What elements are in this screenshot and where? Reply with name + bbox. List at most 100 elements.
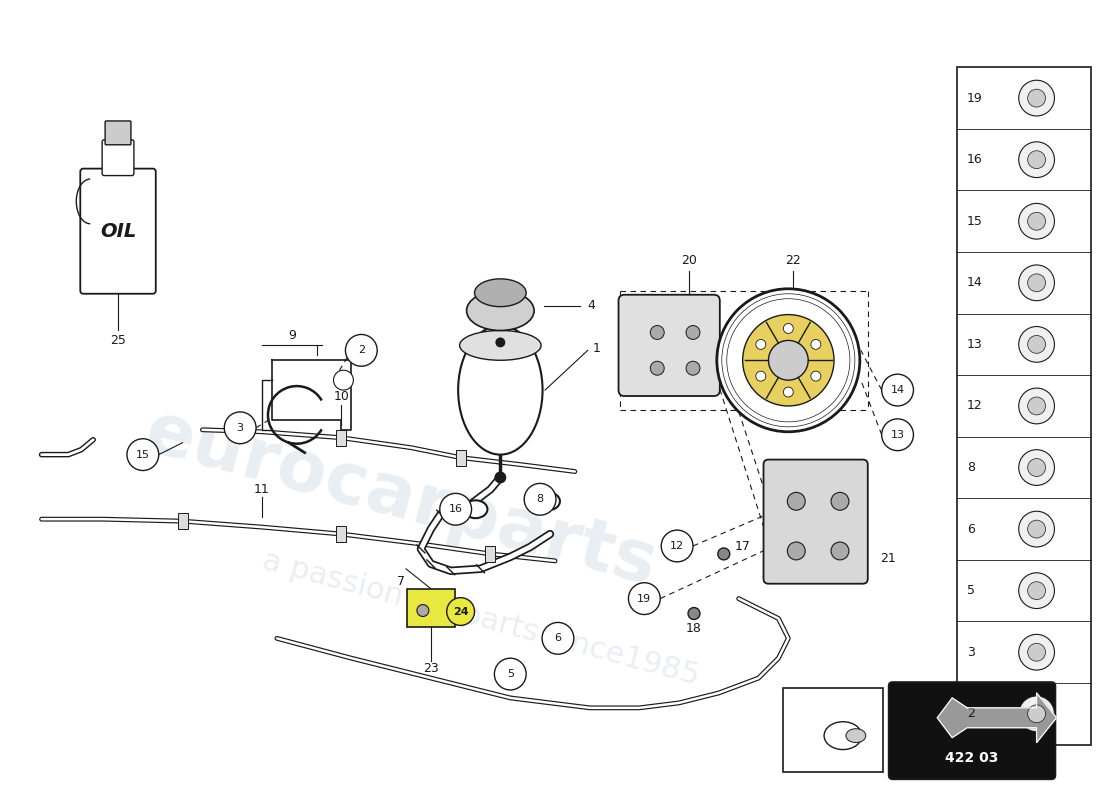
Text: 1: 1 [593,342,601,355]
Circle shape [769,341,808,380]
Text: a passion for parts since1985: a passion for parts since1985 [258,546,702,691]
Text: 22: 22 [785,254,801,267]
Circle shape [686,362,700,375]
Text: 2: 2 [358,346,365,355]
Text: 23: 23 [424,662,439,674]
Circle shape [1027,520,1045,538]
Text: 8: 8 [537,494,543,504]
FancyBboxPatch shape [407,589,454,627]
Circle shape [1027,582,1045,600]
Circle shape [756,371,766,381]
Text: 20: 20 [681,254,697,267]
Text: 19: 19 [967,92,982,105]
Text: 16: 16 [449,504,463,514]
Polygon shape [262,380,272,430]
Circle shape [756,339,766,350]
Polygon shape [937,693,1056,742]
Circle shape [830,492,849,510]
Circle shape [494,471,506,483]
Text: 13: 13 [967,338,982,351]
Circle shape [650,362,664,375]
FancyBboxPatch shape [106,121,131,145]
Circle shape [717,289,860,432]
Circle shape [1019,80,1055,116]
Circle shape [447,598,474,626]
Circle shape [1027,705,1045,722]
Circle shape [1027,643,1045,661]
Text: 10: 10 [333,390,350,402]
Bar [485,546,495,562]
Text: 18: 18 [686,622,702,635]
Circle shape [495,338,505,347]
Bar [957,67,1091,745]
Text: 11: 11 [254,483,270,496]
Text: 7: 7 [397,575,405,588]
Circle shape [224,412,256,444]
Circle shape [1019,696,1055,732]
Circle shape [417,605,429,617]
Text: 3: 3 [236,423,244,433]
Text: OIL: OIL [100,222,136,241]
Circle shape [1019,326,1055,362]
Circle shape [333,370,353,390]
Circle shape [882,374,913,406]
Circle shape [788,542,805,560]
Text: 9: 9 [288,329,296,342]
Text: 16: 16 [967,153,982,166]
FancyBboxPatch shape [80,169,156,294]
Circle shape [1019,634,1055,670]
Text: 6: 6 [554,634,561,643]
Circle shape [345,334,377,366]
Text: 12: 12 [967,399,982,413]
FancyBboxPatch shape [102,140,134,175]
Ellipse shape [824,722,861,750]
Ellipse shape [536,492,560,510]
Circle shape [783,387,793,397]
Circle shape [542,622,574,654]
Text: 13: 13 [891,430,904,440]
Circle shape [1027,458,1045,477]
Circle shape [1019,511,1055,547]
Circle shape [525,483,556,515]
Circle shape [650,326,664,339]
Circle shape [1027,335,1045,354]
Ellipse shape [474,279,526,306]
Ellipse shape [466,290,535,330]
Text: 8: 8 [967,461,975,474]
Circle shape [1027,274,1045,292]
Circle shape [1019,265,1055,301]
Text: 12: 12 [670,541,684,551]
Ellipse shape [463,500,487,518]
Bar [783,688,882,772]
Circle shape [1027,212,1045,230]
Ellipse shape [460,330,541,360]
Text: 4: 4 [587,299,595,312]
Circle shape [783,323,793,334]
Text: 21: 21 [880,552,895,566]
Circle shape [1027,150,1045,169]
Text: 5: 5 [507,669,514,679]
Text: 14: 14 [967,276,982,290]
Text: 3: 3 [967,646,975,658]
Circle shape [628,582,660,614]
Circle shape [126,438,158,470]
FancyBboxPatch shape [889,682,1056,779]
Ellipse shape [846,729,866,742]
Text: 5: 5 [967,584,975,597]
Circle shape [1019,388,1055,424]
Circle shape [1027,89,1045,107]
Circle shape [494,658,526,690]
Text: 2: 2 [967,707,975,720]
Ellipse shape [458,326,542,454]
Circle shape [1019,450,1055,486]
Text: 15: 15 [135,450,150,460]
Circle shape [1019,142,1055,178]
Circle shape [1019,573,1055,609]
Text: 24: 24 [793,694,808,707]
Circle shape [718,548,729,560]
Circle shape [811,339,821,350]
Bar [337,526,346,542]
Text: 17: 17 [735,541,750,554]
Polygon shape [272,360,351,430]
Text: eurocarparts: eurocarparts [138,398,664,601]
